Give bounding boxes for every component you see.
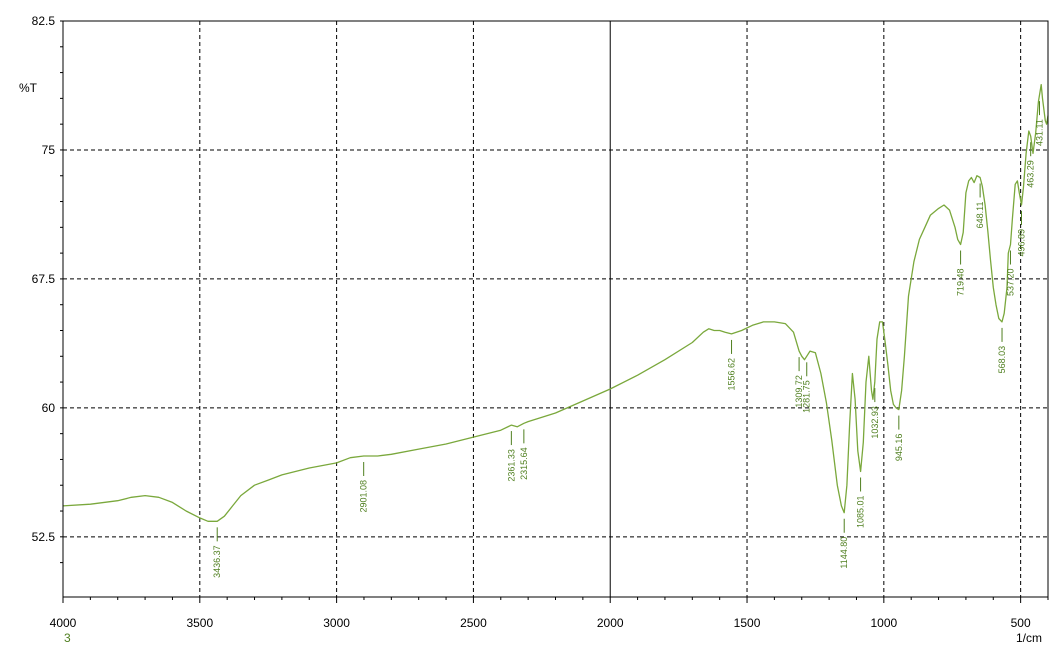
peak-label: 1085.01: [856, 495, 866, 528]
peak-label: 648.11: [975, 201, 985, 228]
peak-marker: 3436.37: [212, 527, 222, 578]
peak-marker: 1556.62: [727, 339, 737, 391]
x-tick-label: 2000: [597, 616, 624, 630]
y-tick-label: 75: [42, 143, 56, 157]
peak-marker: 2315.64: [519, 429, 529, 480]
peak-label: 496.89: [1016, 229, 1026, 257]
peak-marker: 537.20: [1005, 250, 1015, 297]
peak-label: 719.48: [956, 269, 966, 297]
x-tick-label: 3500: [186, 616, 213, 630]
peak-label: 1032.93: [870, 406, 880, 439]
peak-annotations: 3436.37 2901.08 2361.33 2315.64 1556.62 1309.…: [212, 101, 1044, 578]
peak-label: 1309.72: [794, 375, 804, 408]
x-tick-label: 500: [1011, 616, 1031, 630]
peak-marker: 1085.01: [856, 477, 866, 528]
peak-label: 2315.64: [519, 447, 529, 480]
x-axis-label: 1/cm: [1016, 631, 1042, 645]
y-tick-label: 82.5: [32, 14, 56, 28]
y-axis-label: %T: [19, 81, 38, 95]
peak-label: 945.16: [894, 434, 904, 462]
plot-area: [62, 83, 1049, 522]
sample-label: 3: [64, 631, 71, 645]
y-tick-label: 67.5: [32, 272, 56, 286]
peak-label: 2901.08: [359, 480, 369, 513]
peak-label: 537.20: [1005, 269, 1015, 297]
axis-tick-labels: 4000 3500 3000 2500 2000 1500 1000 500 82.5 75 67.…: [32, 14, 1031, 630]
x-tick-label: 1500: [734, 616, 761, 630]
peak-label: 1281.75: [802, 380, 812, 413]
peak-label: 1556.62: [727, 358, 737, 391]
peak-label: 1144.80: [839, 537, 849, 569]
peak-marker: 2901.08: [359, 462, 369, 513]
peak-marker: 463.29: [1026, 142, 1036, 188]
peak-label: 3436.37: [212, 545, 222, 578]
peak-label: 463.29: [1026, 160, 1036, 188]
peak-marker: 1309.72: [794, 357, 804, 408]
grid-lines: [63, 21, 1048, 597]
x-tick-label: 4000: [50, 616, 77, 630]
peak-label: 568.03: [997, 346, 1007, 374]
peak-marker: 719.48: [956, 250, 966, 297]
peak-marker: 1144.80: [839, 518, 849, 569]
peak-marker: 1281.75: [802, 362, 812, 413]
y-tick-label: 60: [42, 401, 56, 415]
x-tick-label: 1000: [870, 616, 897, 630]
spectrum-line: [62, 83, 1049, 522]
peak-marker: 568.03: [997, 327, 1007, 374]
peak-marker: 496.89: [1016, 210, 1026, 257]
x-tick-label: 3000: [323, 616, 350, 630]
peak-label: 2361.33: [506, 449, 516, 482]
peak-marker: 2361.33: [506, 431, 516, 482]
x-tick-label: 2500: [460, 616, 487, 630]
peak-label: 431.11: [1034, 119, 1044, 146]
y-tick-label: 52.5: [32, 530, 56, 544]
peak-marker: 945.16: [894, 415, 904, 462]
peak-marker: 648.11: [975, 183, 985, 228]
peak-marker: 431.11: [1034, 101, 1044, 146]
peak-marker: 1032.93: [870, 388, 880, 439]
plot-frame: [62, 20, 1049, 598]
